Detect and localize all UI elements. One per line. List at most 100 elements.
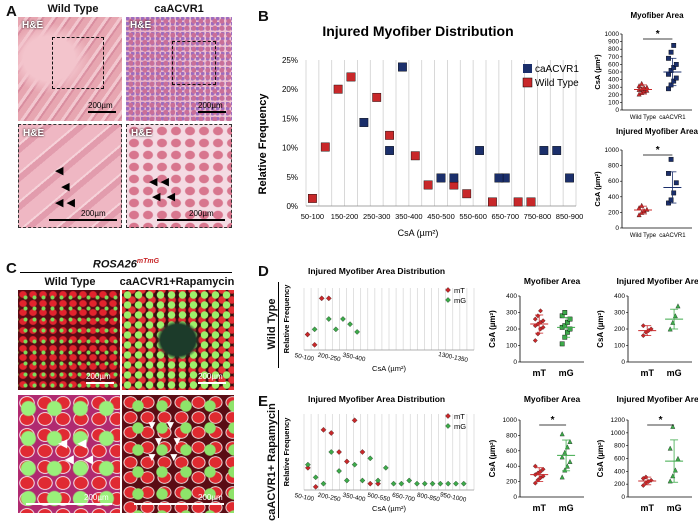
y-tick-label: 1200 xyxy=(611,417,626,424)
y-tick-label: 1000 xyxy=(503,417,518,424)
y-tick-label: 300 xyxy=(608,84,619,91)
data-point-wild-type xyxy=(639,80,645,86)
data-point-wildtype xyxy=(372,92,382,102)
data-point-mg xyxy=(670,423,676,429)
data-point-mG xyxy=(351,461,358,468)
data-point-mT xyxy=(305,465,311,471)
data-point-mG xyxy=(305,461,311,468)
data-point-caacvr1 xyxy=(449,173,459,183)
y-tick-label: 20% xyxy=(282,85,298,94)
data-point-caacvr1 xyxy=(668,68,674,73)
data-point-caacvr1 xyxy=(668,156,674,162)
chart-title: Injured Myofiber Area xyxy=(616,394,698,404)
data-point-mG xyxy=(336,468,342,474)
y-axis-label-sup: 2 xyxy=(489,313,495,316)
data-point-mT xyxy=(375,480,381,487)
x-category-label: mT xyxy=(640,503,654,513)
y-tick-label: 0 xyxy=(513,494,517,501)
x-axis-label: CsA (µm²) xyxy=(372,364,406,373)
data-point-wildtype xyxy=(526,197,536,207)
data-point-mT xyxy=(367,480,374,487)
he-wildtype-zoom: H&E ◀ ◀ ◀ ◀ 200µm xyxy=(18,124,122,228)
chart-title: Myofiber Area xyxy=(524,276,581,286)
data-point-mT xyxy=(320,427,327,433)
chart-title: Injured Myofiber Area Distribution xyxy=(308,266,445,276)
arrowheads: ◀ ◀ ◀ ◀ xyxy=(149,176,176,203)
y-tick-label: 100 xyxy=(506,343,517,350)
x-tick-label: 200-250 xyxy=(317,352,342,364)
data-point-mt xyxy=(532,480,538,486)
y-tick-label: 100 xyxy=(614,343,625,350)
scale-bar-label: 200µm xyxy=(198,101,223,110)
y-axis-label: CsA (µm2) xyxy=(596,310,605,348)
data-point-mT xyxy=(318,295,325,302)
data-point-caacvr1 xyxy=(668,49,674,55)
legend-swatch-mT xyxy=(445,413,451,419)
data-point-mT xyxy=(359,449,366,455)
data-point-mG xyxy=(383,465,389,471)
data-point-mt xyxy=(532,316,538,322)
x-tick-label: 950-1000 xyxy=(439,491,467,503)
significance-star: * xyxy=(656,145,660,156)
x-tick-label: 850-900 xyxy=(556,212,584,221)
data-point-caacvr1 xyxy=(673,180,679,186)
scale-bar-label: 200µm xyxy=(189,209,214,218)
data-point-mT xyxy=(328,430,335,436)
x-tick-labels: 50-100 150-200 250-300 350-400 450-500 550-60… xyxy=(301,212,584,221)
data-point-mT xyxy=(304,331,311,338)
data-point-wildtype xyxy=(333,84,343,94)
y-axis-label: CsA (µm2) xyxy=(593,54,602,90)
y-axis-label-close: ) xyxy=(593,54,602,57)
legend-label-caacvr1: caACVR1 xyxy=(535,64,579,75)
he-label: H&E xyxy=(131,128,153,139)
data-point-mG xyxy=(359,477,366,484)
data-point-mt xyxy=(540,466,546,472)
data-point-mg xyxy=(559,431,565,437)
chart-title: Injured Myofiber Area Distribution xyxy=(308,394,445,404)
y-tick-label: 700 xyxy=(608,54,619,61)
scale-bar-label: 200µm xyxy=(86,372,111,381)
panel-c-title-wildtype: Wild Type xyxy=(44,276,96,288)
data-point-mG xyxy=(328,449,335,455)
he-caacvr1-zoom: H&E ◀ ◀ ◀ ◀ 200µm xyxy=(126,124,232,228)
data-point-caacvr1 xyxy=(475,146,484,155)
y-tick-label: 1000 xyxy=(611,430,626,437)
data-point-caacvr1 xyxy=(385,146,394,155)
panel-e-distribution-chart: Injured Myofiber Area Distribution 50-100… xyxy=(282,394,475,513)
data-point-wildtype xyxy=(410,151,420,161)
data-point-wildtype xyxy=(423,180,433,190)
panel-a-title-caacvr1: caACVR1 xyxy=(154,3,204,15)
data-point-caacvr1 xyxy=(539,146,549,155)
data-point-caacvr1 xyxy=(671,190,677,196)
x-category-label: mT xyxy=(532,368,546,378)
panel-label-e: E xyxy=(258,393,269,410)
x-category-label: mG xyxy=(667,368,682,378)
data-point-mg xyxy=(667,445,673,451)
x-tick-label: 500-550 xyxy=(367,492,392,504)
arrowheads: ◀ ◀ ◀ ◀ xyxy=(55,165,75,209)
chart-grid xyxy=(305,60,577,207)
y-tick-label: 200 xyxy=(614,481,625,488)
y-axis-label: CsA (µm2) xyxy=(593,171,602,207)
data-point-mt xyxy=(532,463,538,469)
data-point-mg xyxy=(562,323,568,329)
data-point-caacvr1 xyxy=(671,43,677,48)
y-tick-label: 200 xyxy=(506,479,517,486)
data-point-caacvr1 xyxy=(398,62,407,72)
y-tick-label: 600 xyxy=(608,61,619,68)
x-tick-label: 250-300 xyxy=(363,212,391,221)
x-tick-label: 650-700 xyxy=(391,492,416,504)
panel-c-rule xyxy=(20,272,232,273)
panel-c-title-sup: mTmG xyxy=(136,258,160,265)
y-tick-label: 0 xyxy=(615,225,619,232)
x-tick-label: 350-400 xyxy=(342,352,367,364)
data-point-mg xyxy=(675,303,681,309)
data-point-caacvr1 xyxy=(552,146,562,155)
he-label: H&E xyxy=(23,128,45,139)
x-tick-label: 50-100 xyxy=(301,212,324,221)
panel-d-injured-area-chart: Injured Myofiber Area 0 100 200 300 400 CsA (µ… xyxy=(596,276,698,378)
data-point-wildtype xyxy=(308,194,317,203)
scale-bar xyxy=(198,382,226,384)
y-tick-label: 300 xyxy=(506,310,517,317)
fluor-wildtype-overview: 200µm xyxy=(18,290,120,390)
